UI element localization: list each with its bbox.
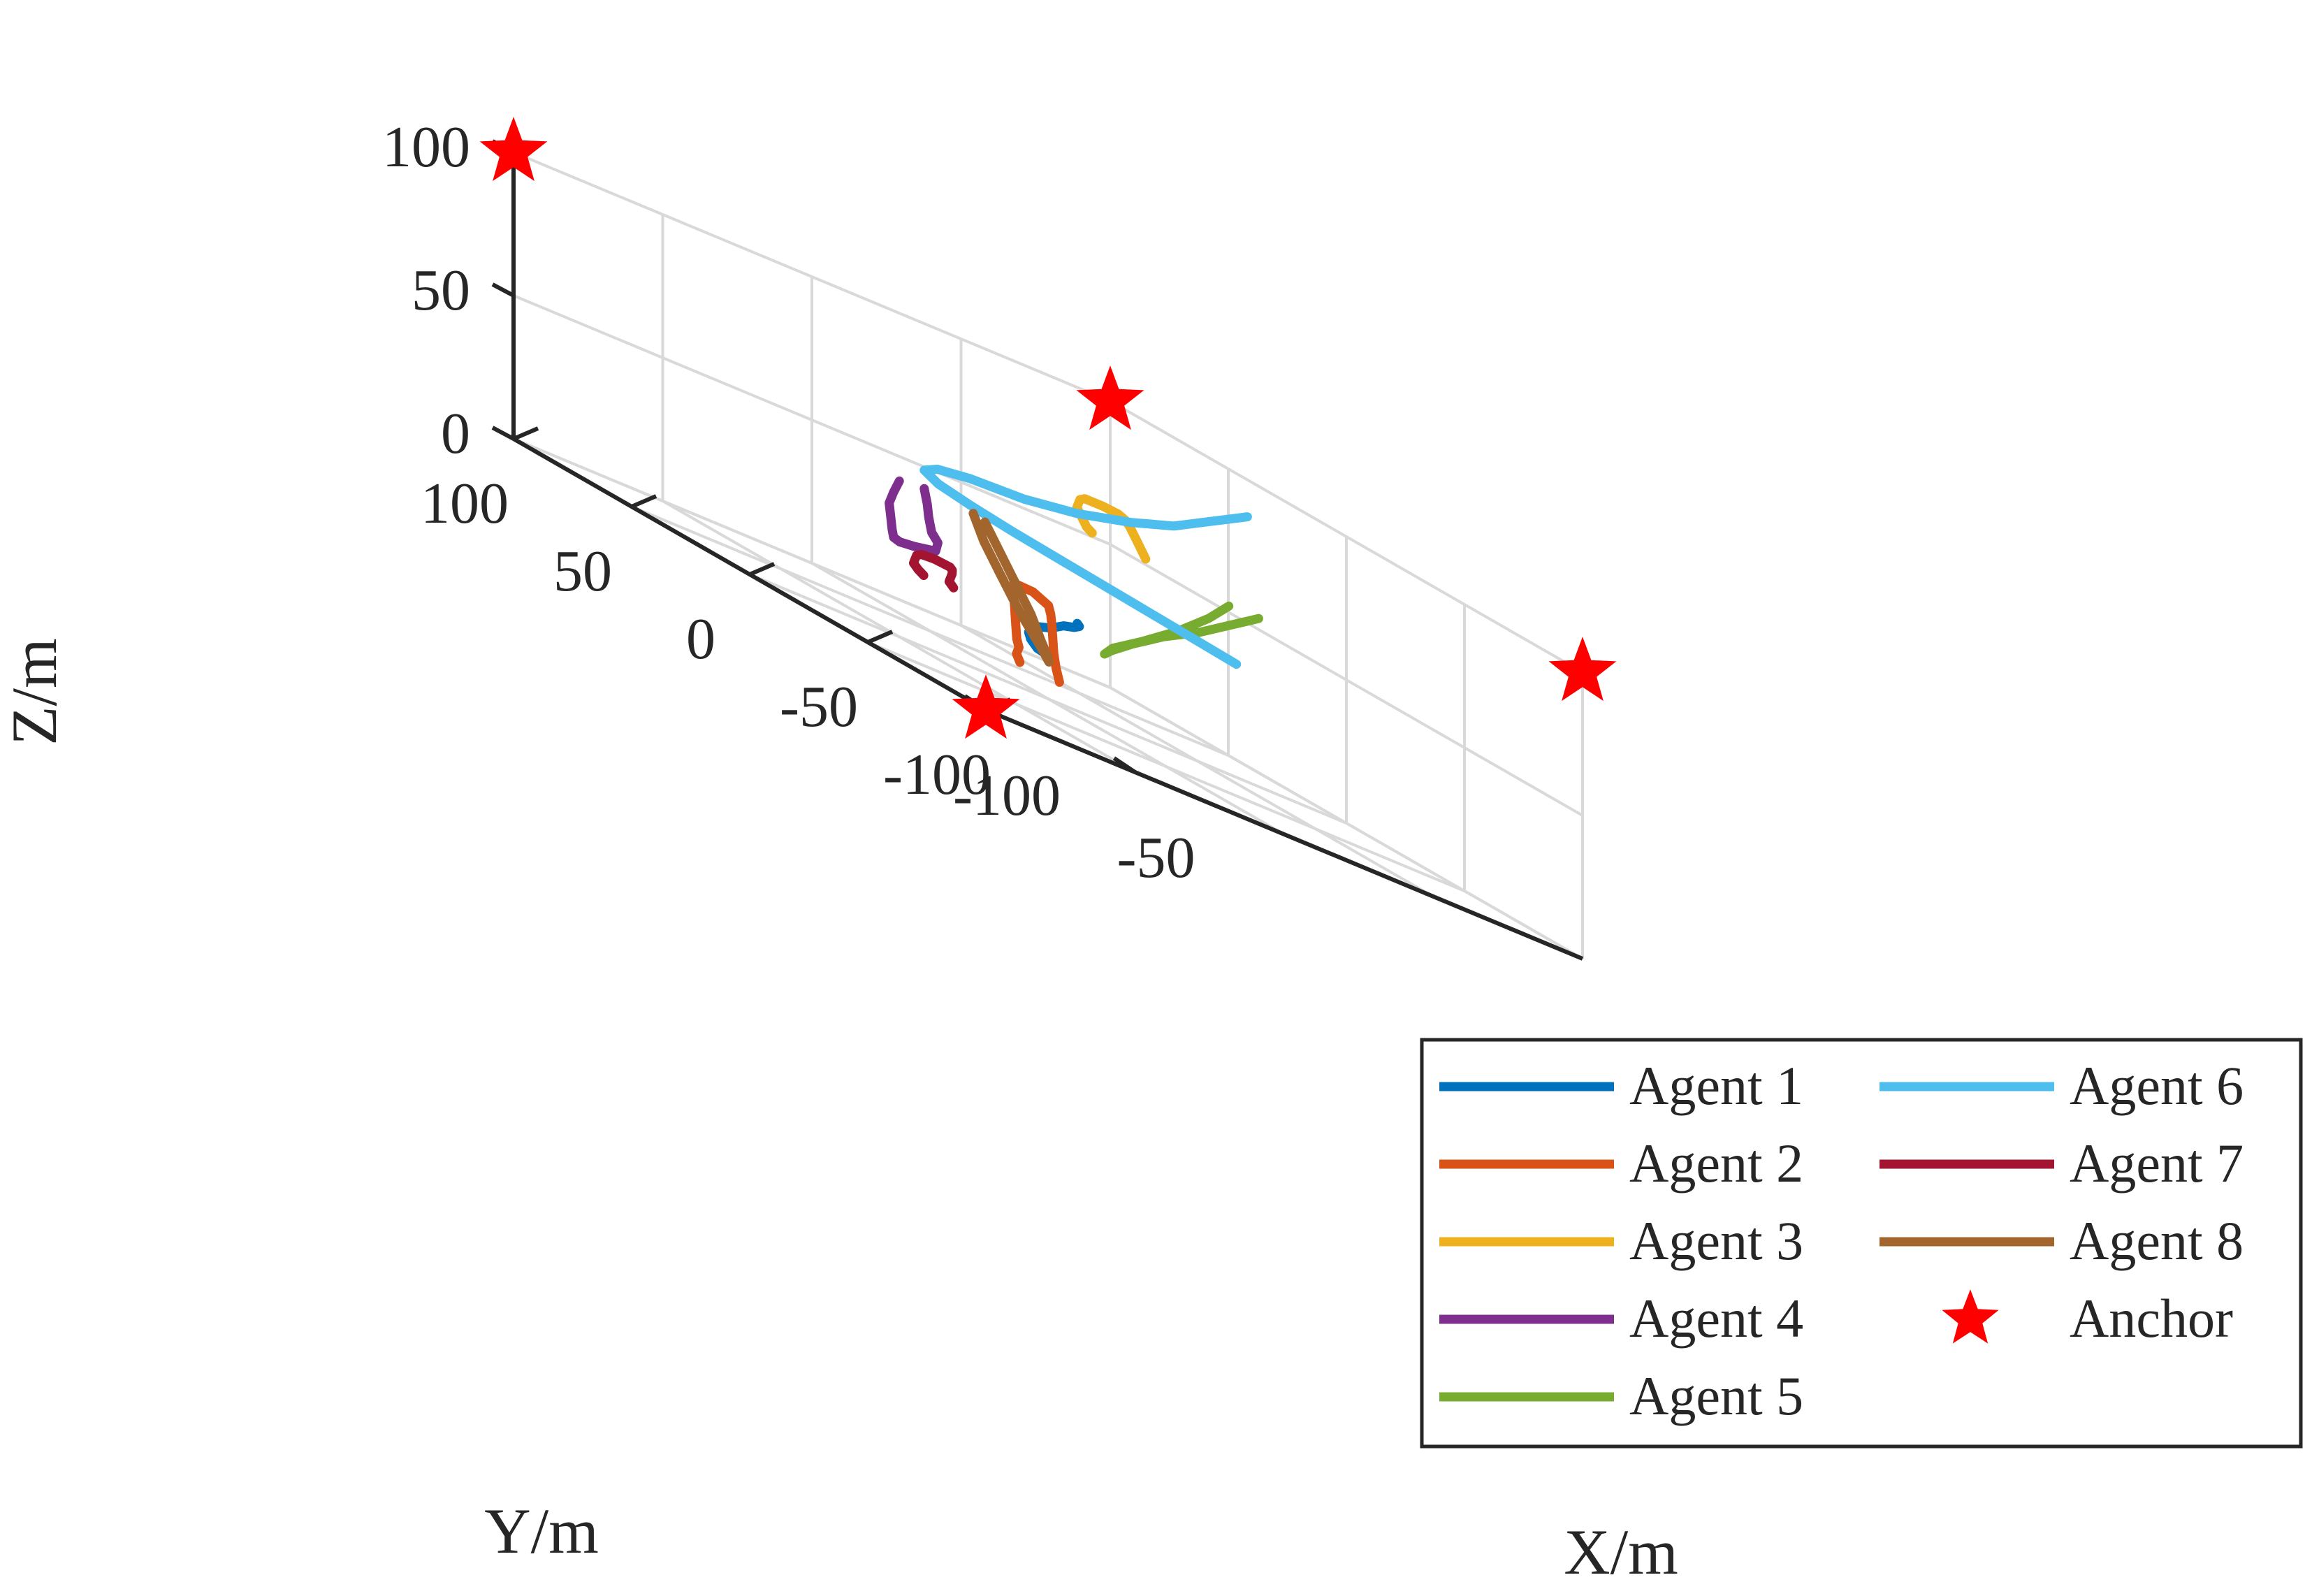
z-axis-label: Z/m: [0, 638, 70, 745]
y-tick: [866, 630, 894, 644]
trajectory-agent-4: [885, 476, 943, 556]
legend-label: Anchor: [2070, 1288, 2233, 1349]
z-tick: [491, 426, 515, 441]
grid-line: [631, 505, 1229, 757]
y-tick: [512, 426, 539, 441]
x-tick-label: -100: [953, 763, 1061, 828]
z-tick: [491, 282, 515, 298]
z-tick-label: 0: [441, 401, 470, 466]
y-tick-label: -50: [780, 674, 858, 739]
grid-line: [1110, 686, 1583, 960]
anchor-markers: [479, 117, 1617, 739]
legend-label: Agent 6: [2070, 1055, 2244, 1116]
y-tick-label: 50: [553, 539, 612, 604]
z-tick-label: 50: [412, 258, 470, 323]
grid-line: [867, 641, 1465, 892]
grid-line: [749, 573, 1347, 825]
y-tick: [748, 562, 776, 576]
legend-label: Agent 3: [1629, 1210, 1803, 1271]
grid-line: [513, 294, 1111, 546]
legend-label: Agent 5: [1629, 1365, 1803, 1426]
grid-line: [513, 437, 1111, 689]
legend-label: Agent 4: [1629, 1288, 1803, 1349]
x-axis-line: [984, 708, 1584, 961]
trajectory-agent-7: [909, 550, 959, 593]
anchor-star: [479, 117, 548, 182]
anchor-star: [952, 674, 1020, 739]
x-tick: [1112, 756, 1137, 774]
grid-line: [1110, 400, 1583, 674]
legend: Agent 1 Agent 2 Agent 3 Agent 4 Agent 5 Agent…: [1420, 1038, 2303, 1449]
y-tick-label: -100: [883, 742, 991, 807]
trajectories: [885, 465, 1263, 687]
y-axis-label: Y/m: [484, 1495, 599, 1567]
legend-label: Agent 2: [1629, 1133, 1803, 1194]
z-tick-label: 100: [382, 115, 470, 180]
legend-swatch: [1942, 1289, 1999, 1344]
legend-label: Agent 7: [2070, 1133, 2244, 1194]
anchor-star: [1548, 637, 1617, 702]
trajectory-agent-8: [968, 509, 1054, 667]
legend-label: Agent 8: [2070, 1210, 2244, 1271]
y-tick-label: 100: [421, 471, 509, 536]
grid-line: [513, 151, 1111, 402]
grid-line: [1110, 543, 1583, 817]
legend-label: Agent 1: [1629, 1055, 1803, 1116]
trajectory-agent-6: [919, 465, 1252, 669]
y-tick-label: 0: [686, 607, 715, 672]
x-axis-label: X/m: [1564, 1516, 1678, 1588]
anchor-star: [1076, 365, 1144, 430]
x-tick-label: -50: [1117, 825, 1195, 890]
y-tick: [630, 494, 657, 509]
